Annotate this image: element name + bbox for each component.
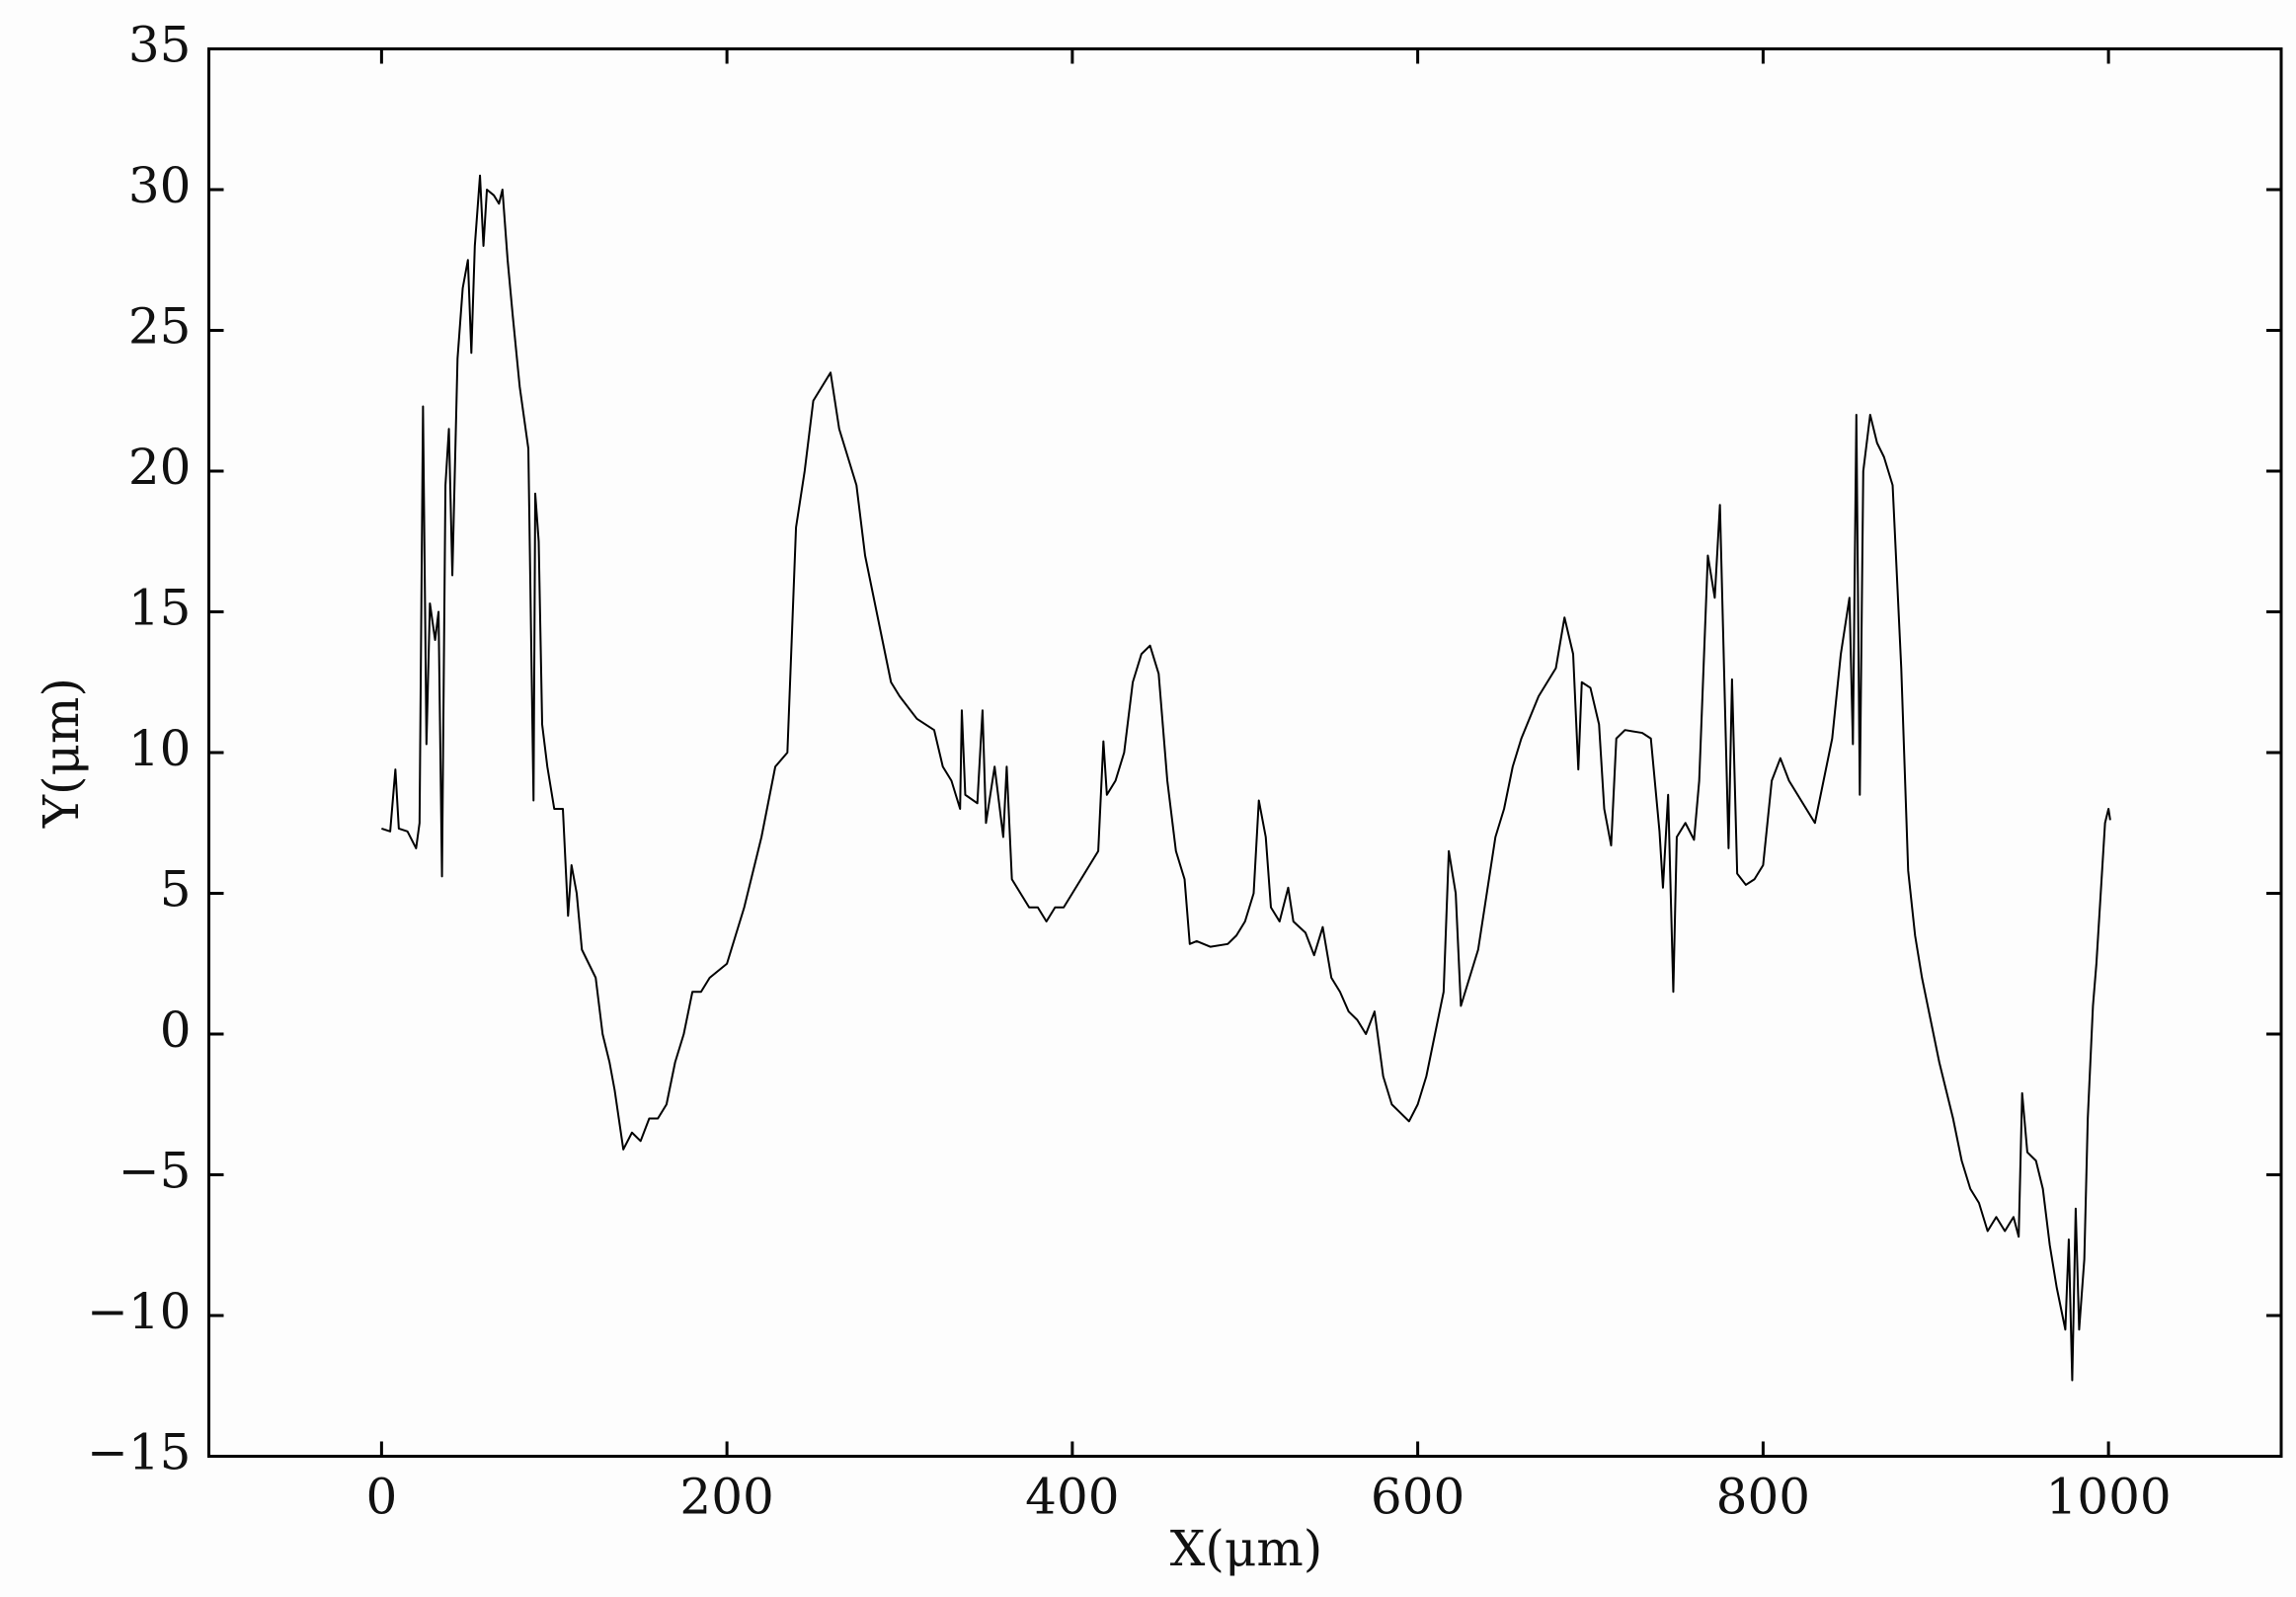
x-tick-label: 1000 <box>2046 1469 2172 1526</box>
x-tick-label: 0 <box>365 1469 397 1526</box>
y-tick-label: 15 <box>128 580 192 637</box>
x-axis-label: X(μm) <box>1170 1520 1323 1577</box>
y-tick-label: 25 <box>128 298 192 356</box>
y-tick-label: 10 <box>128 720 192 777</box>
y-axis-label: Y(μm) <box>33 678 90 829</box>
y-tick-label: 0 <box>160 1001 192 1059</box>
y-tick-label: 35 <box>128 17 192 74</box>
x-tick-label: 200 <box>679 1469 773 1526</box>
data-line <box>381 174 2111 1382</box>
y-tick-label: 20 <box>128 439 192 496</box>
y-tick-label: −10 <box>87 1283 192 1340</box>
x-tick-label: 800 <box>1716 1469 1810 1526</box>
y-tick-label: −5 <box>119 1143 192 1200</box>
y-tick-label: 30 <box>128 157 192 214</box>
y-tick-label: −15 <box>87 1424 192 1481</box>
y-tick-label: 5 <box>160 861 192 918</box>
x-tick-label: 600 <box>1371 1469 1465 1526</box>
plot-frame <box>207 47 2283 1458</box>
x-tick-label: 400 <box>1025 1469 1119 1526</box>
